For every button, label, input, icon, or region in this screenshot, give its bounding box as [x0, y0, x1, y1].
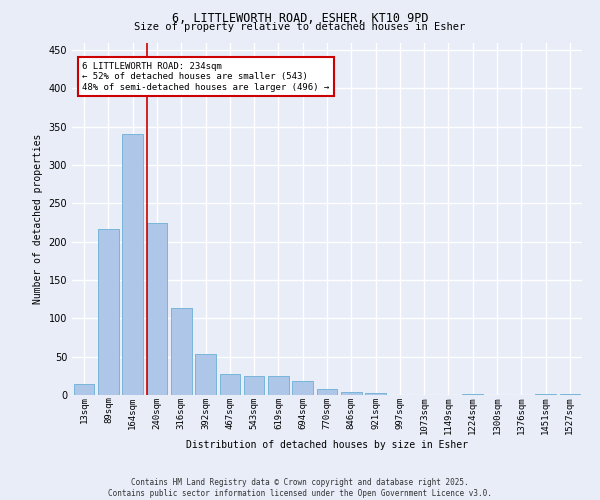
Bar — [463, 394, 483, 395]
Text: 6, LITTLEWORTH ROAD, ESHER, KT10 9PD: 6, LITTLEWORTH ROAD, ESHER, KT10 9PD — [172, 12, 428, 26]
Bar — [268, 376, 289, 395]
Y-axis label: Number of detached properties: Number of detached properties — [33, 134, 43, 304]
Bar — [317, 389, 337, 395]
X-axis label: Distribution of detached houses by size in Esher: Distribution of detached houses by size … — [186, 440, 468, 450]
Text: 6 LITTLEWORTH ROAD: 234sqm
← 52% of detached houses are smaller (543)
48% of sem: 6 LITTLEWORTH ROAD: 234sqm ← 52% of deta… — [82, 62, 329, 92]
Bar — [341, 392, 362, 395]
Bar — [98, 230, 119, 395]
Bar — [292, 381, 313, 395]
Bar — [146, 224, 167, 395]
Bar — [220, 374, 240, 395]
Bar — [195, 354, 216, 395]
Bar — [171, 308, 191, 395]
Bar — [122, 134, 143, 395]
Bar — [74, 384, 94, 395]
Bar — [365, 392, 386, 395]
Bar — [244, 376, 265, 395]
Text: Size of property relative to detached houses in Esher: Size of property relative to detached ho… — [134, 22, 466, 32]
Text: Contains HM Land Registry data © Crown copyright and database right 2025.
Contai: Contains HM Land Registry data © Crown c… — [108, 478, 492, 498]
Bar — [535, 394, 556, 395]
Bar — [560, 394, 580, 395]
